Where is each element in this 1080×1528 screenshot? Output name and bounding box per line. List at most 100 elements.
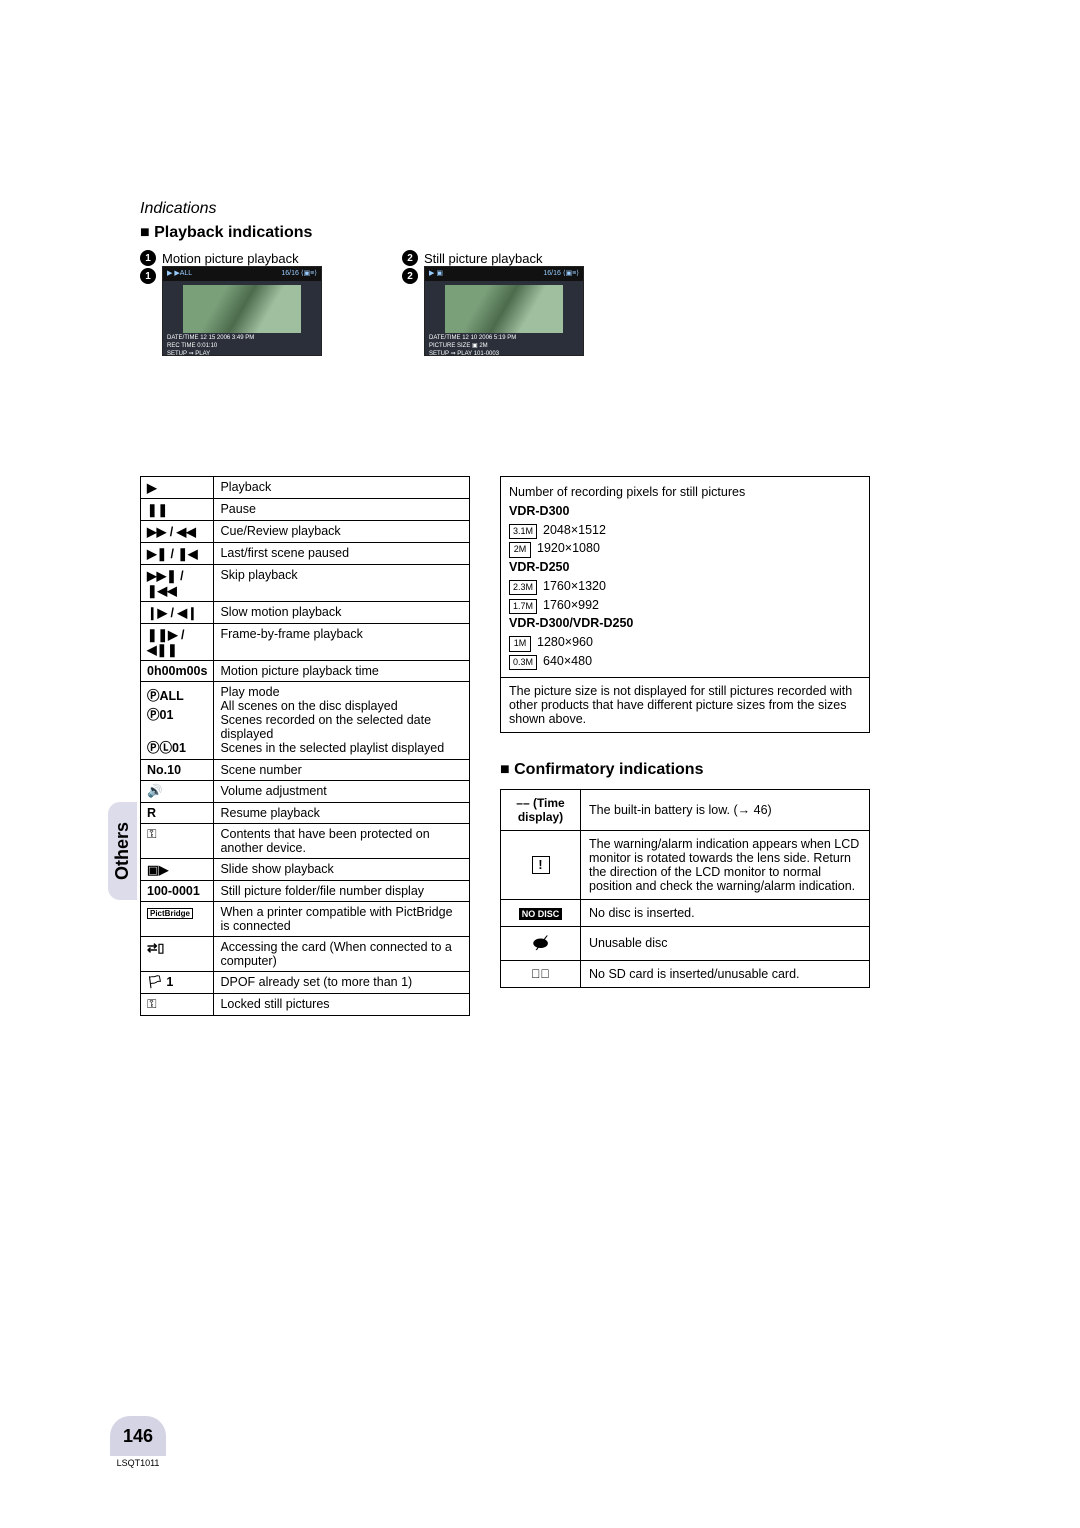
table-row: ⚿Contents that have been protected on an…	[141, 824, 470, 859]
table-row: RResume playback	[141, 803, 470, 824]
res3b: 640×480	[543, 654, 592, 668]
strip-l2: ▶ ▣	[429, 269, 443, 279]
desc-cell: Playback	[214, 477, 470, 499]
desc-cell: Cue/Review playback	[214, 521, 470, 543]
res2a: 1760×1320	[543, 579, 606, 593]
table-row: 🏳 1DPOF already set (to more than 1)	[141, 972, 470, 994]
table-row: ⇄▯Accessing the card (When connected to …	[141, 937, 470, 972]
motion-label-text: Motion picture playback	[162, 251, 299, 266]
table-row: ⬬̸ Unusable disc	[501, 926, 870, 960]
still-foot: DATE/TIME 12 10 2006 5:19 PM PICTURE SIZ…	[425, 333, 583, 355]
desc-cell: DPOF already set (to more than 1)	[214, 972, 470, 994]
res1a: 2048×1512	[543, 523, 606, 537]
symbol-cell: ▶❚ / ❚◀	[141, 543, 214, 565]
symbol-cell: ⇄▯	[141, 937, 214, 972]
sidebar-tab-others: Others	[108, 802, 137, 900]
strip-r2: 16/16 ⟨▣≡⟩	[543, 269, 579, 279]
nodisc-icon: NO DISC	[519, 908, 563, 920]
pictbridge-icon: PictBridge	[147, 908, 193, 919]
symbol-cell: –– (Time display)	[501, 789, 581, 830]
key-icon: ⚿	[147, 997, 157, 1011]
pixel-info-box: Number of recording pixels for still pic…	[500, 476, 870, 678]
table-row: ▶Playback	[141, 477, 470, 499]
symbol-cell: NO DISC	[501, 899, 581, 926]
symbol-cell: 100-0001	[141, 881, 214, 902]
still-label-text: Still picture playback	[424, 251, 543, 266]
table-row: ! The warning/alarm indication appears wh…	[501, 830, 870, 899]
table-row: 🔊Volume adjustment	[141, 781, 470, 803]
page-footer: 146 LSQT1011	[110, 1416, 166, 1468]
warning-icon: !	[532, 856, 550, 874]
table-row: No.10Scene number	[141, 760, 470, 781]
table-row: ⓅALL Ⓟ01 ⓅⓁ01Play mode All scenes on the…	[141, 682, 470, 760]
symbol-cell: PictBridge	[141, 902, 214, 937]
motion-thumb-label: 1 Motion picture playback	[140, 250, 322, 266]
still-thumb-block: 2 Still picture playback 2 ▶ ▣ 16/16 ⟨▣≡⟩…	[402, 250, 584, 356]
desc-cell: Contents that have been protected on ano…	[214, 824, 470, 859]
desc-cell: Last/first scene paused	[214, 543, 470, 565]
symbol-cell: R	[141, 803, 214, 824]
motion-thumbnail: ▶ ▶ALL16/16 ⟨▣≡⟩ DATE/TIME 12 15 2006 3:…	[162, 266, 322, 356]
desc-cell: Still picture folder/file number display	[214, 881, 470, 902]
desc-cell: When a printer compatible with PictBridg…	[214, 902, 470, 937]
model3: VDR-D300/VDR-D250	[509, 614, 861, 633]
table-row: ▶▶ / ◀◀Cue/Review playback	[141, 521, 470, 543]
table-row: PictBridge When a printer compatible with…	[141, 902, 470, 937]
desc-cell: The built-in battery is low. (→ 46)	[581, 789, 870, 830]
pixel-note: The picture size is not displayed for st…	[500, 678, 870, 733]
confirmatory-heading: Confirmatory indications	[500, 761, 870, 779]
symbol-cell: 🏳 1	[141, 972, 214, 994]
desc-cell: Slide show playback	[214, 859, 470, 881]
pixel-intro: Number of recording pixels for still pic…	[509, 483, 861, 502]
motion-foot: DATE/TIME 12 15 2006 3:49 PM REC TIME 0:…	[163, 333, 321, 355]
badge-2-icon: 2	[402, 250, 418, 266]
symbol-cell: ▯⃠	[501, 960, 581, 987]
symbol-cell: 🔊	[141, 781, 214, 803]
symbol-cell: ❙▶ / ◀❙	[141, 602, 214, 624]
res1b: 1920×1080	[537, 541, 600, 555]
desc-cell: The warning/alarm indication appears whe…	[581, 830, 870, 899]
motion-thumb-block: 1 Motion picture playback 1 ▶ ▶ALL16/16 …	[140, 250, 322, 356]
thumbnail-row: 1 Motion picture playback 1 ▶ ▶ALL16/16 …	[140, 250, 900, 356]
table-row: ▶▶❚ / ❚◀◀Skip playback	[141, 565, 470, 602]
desc-cell: Resume playback	[214, 803, 470, 824]
table-row: ⚿Locked still pictures	[141, 994, 470, 1016]
desc-cell: Pause	[214, 499, 470, 521]
desc-cell: No disc is inserted.	[581, 899, 870, 926]
playback-heading: Playback indications	[140, 224, 900, 242]
section-subtitle: Indications	[140, 200, 900, 218]
model1: VDR-D300	[509, 502, 861, 521]
table-row: ▯⃠No SD card is inserted/unusable card.	[501, 960, 870, 987]
desc-cell: Skip playback	[214, 565, 470, 602]
desc-cell: Slow motion playback	[214, 602, 470, 624]
badge-2b-icon: 2	[402, 268, 418, 284]
desc-cell: Accessing the card (When connected to a …	[214, 937, 470, 972]
symbol-cell: ▣▶	[141, 859, 214, 881]
symbol-cell: ❚❚▶ / ◀❚❚	[141, 624, 214, 661]
badge-0-3m: 0.3M	[509, 655, 537, 671]
table-row: NO DISC No disc is inserted.	[501, 899, 870, 926]
symbol-cell: ▶▶❚ / ❚◀◀	[141, 565, 214, 602]
symbol-cell: ▶	[141, 477, 214, 499]
symbol-cell: !	[501, 830, 581, 899]
table-row: –– (Time display)The built-in battery is…	[501, 789, 870, 830]
desc-cell: Motion picture playback time	[214, 661, 470, 682]
desc-cell: Unusable disc	[581, 926, 870, 960]
strip-l: ▶ ▶ALL	[167, 269, 192, 279]
table-row: ▶❚ / ❚◀Last/first scene paused	[141, 543, 470, 565]
model2: VDR-D250	[509, 558, 861, 577]
page-number: 146	[110, 1416, 166, 1456]
table-row: ❙▶ / ◀❙Slow motion playback	[141, 602, 470, 624]
symbol-cell: ▶▶ / ◀◀	[141, 521, 214, 543]
playback-table: ▶Playback❚❚Pause▶▶ / ◀◀Cue/Review playba…	[140, 476, 470, 1016]
table-row: ▣▶Slide show playback	[141, 859, 470, 881]
desc-cell: Scene number	[214, 760, 470, 781]
unusable-disc-icon: ⬬̸	[533, 933, 548, 953]
badge-3-1m: 3.1M	[509, 524, 537, 540]
badge-1-icon: 1	[140, 250, 156, 266]
symbol-cell: ⚿	[141, 824, 214, 859]
symbol-cell: ⚿	[141, 994, 214, 1016]
desc-cell: No SD card is inserted/unusable card.	[581, 960, 870, 987]
symbol-cell: No.10	[141, 760, 214, 781]
table-row: ❚❚▶ / ◀❚❚Frame-by-frame playback	[141, 624, 470, 661]
